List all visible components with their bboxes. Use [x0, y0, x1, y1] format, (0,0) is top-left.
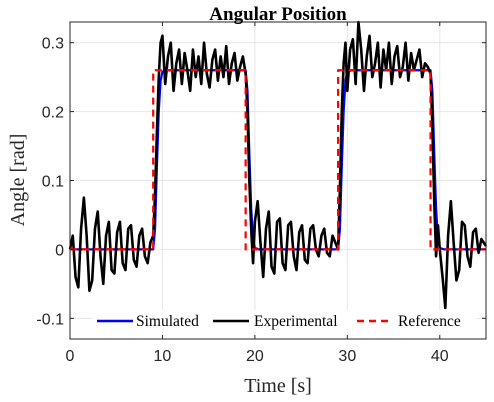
y-tick-label: 0.3: [42, 36, 64, 53]
series-lines: [68, 20, 488, 310]
y-axis-title: Angle [rad]: [7, 134, 29, 227]
y-tick-label: 0: [55, 242, 64, 259]
x-tick-label: 20: [246, 348, 264, 365]
y-tick-label: 0.1: [42, 174, 64, 191]
legend-label-experimental: Experimental: [254, 313, 338, 330]
axis-ticks: 0 10 20 30 40 -0.1 0 0.1 0.2 0.3: [36, 22, 486, 365]
legend-label-simulated: Simulated: [136, 313, 199, 330]
y-tick-label: -0.1: [36, 311, 64, 328]
legend-label-reference: Reference: [398, 313, 461, 330]
x-axis-title: Time [s]: [244, 375, 312, 397]
y-tick-label: 0.2: [42, 105, 64, 122]
x-tick-label: 0: [66, 348, 75, 365]
series-line-experimental: [68, 20, 488, 310]
series-line-reference: [70, 69, 486, 251]
x-tick-label: 30: [338, 348, 356, 365]
x-tick-label: 10: [154, 348, 172, 365]
chart-title: Angular Position: [209, 4, 347, 25]
legend-background: [93, 310, 477, 332]
x-tick-label: 40: [431, 348, 449, 365]
legend: Simulated Experimental Reference: [93, 310, 477, 332]
